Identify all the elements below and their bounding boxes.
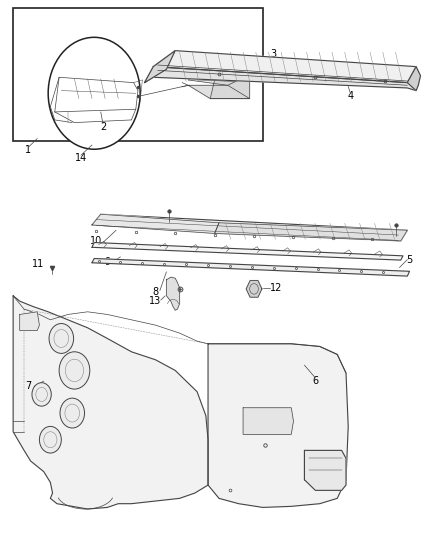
Text: 14: 14 xyxy=(75,154,87,163)
Circle shape xyxy=(59,352,90,389)
Polygon shape xyxy=(188,85,250,99)
Polygon shape xyxy=(210,75,250,99)
Circle shape xyxy=(32,383,51,406)
Text: 2: 2 xyxy=(100,122,106,132)
Text: 13: 13 xyxy=(149,296,162,305)
Text: 3: 3 xyxy=(271,50,277,59)
Polygon shape xyxy=(13,296,208,509)
Text: 4: 4 xyxy=(347,91,353,101)
Text: 15: 15 xyxy=(320,452,332,462)
Polygon shape xyxy=(92,214,407,241)
Circle shape xyxy=(39,426,61,453)
Text: 1: 1 xyxy=(25,146,32,155)
Circle shape xyxy=(60,398,85,428)
Polygon shape xyxy=(246,280,262,297)
Polygon shape xyxy=(243,408,293,434)
Text: 5: 5 xyxy=(406,255,413,264)
Text: 10: 10 xyxy=(90,237,102,246)
Polygon shape xyxy=(153,51,416,83)
Polygon shape xyxy=(20,312,39,330)
Polygon shape xyxy=(188,69,250,85)
Polygon shape xyxy=(407,67,420,91)
Circle shape xyxy=(48,37,140,149)
Polygon shape xyxy=(92,214,219,233)
Polygon shape xyxy=(145,51,175,83)
Polygon shape xyxy=(304,450,346,490)
Polygon shape xyxy=(208,344,348,507)
Text: 7: 7 xyxy=(25,382,32,391)
Text: 12: 12 xyxy=(270,283,282,293)
Text: 8: 8 xyxy=(152,287,159,296)
Circle shape xyxy=(49,324,74,353)
Polygon shape xyxy=(92,259,410,276)
Text: 9: 9 xyxy=(104,257,110,267)
Polygon shape xyxy=(215,223,407,241)
Polygon shape xyxy=(92,243,403,260)
Polygon shape xyxy=(145,67,418,91)
Text: 6: 6 xyxy=(312,376,318,386)
Bar xyxy=(13,8,263,141)
Text: 11: 11 xyxy=(32,259,45,269)
Polygon shape xyxy=(166,277,180,310)
